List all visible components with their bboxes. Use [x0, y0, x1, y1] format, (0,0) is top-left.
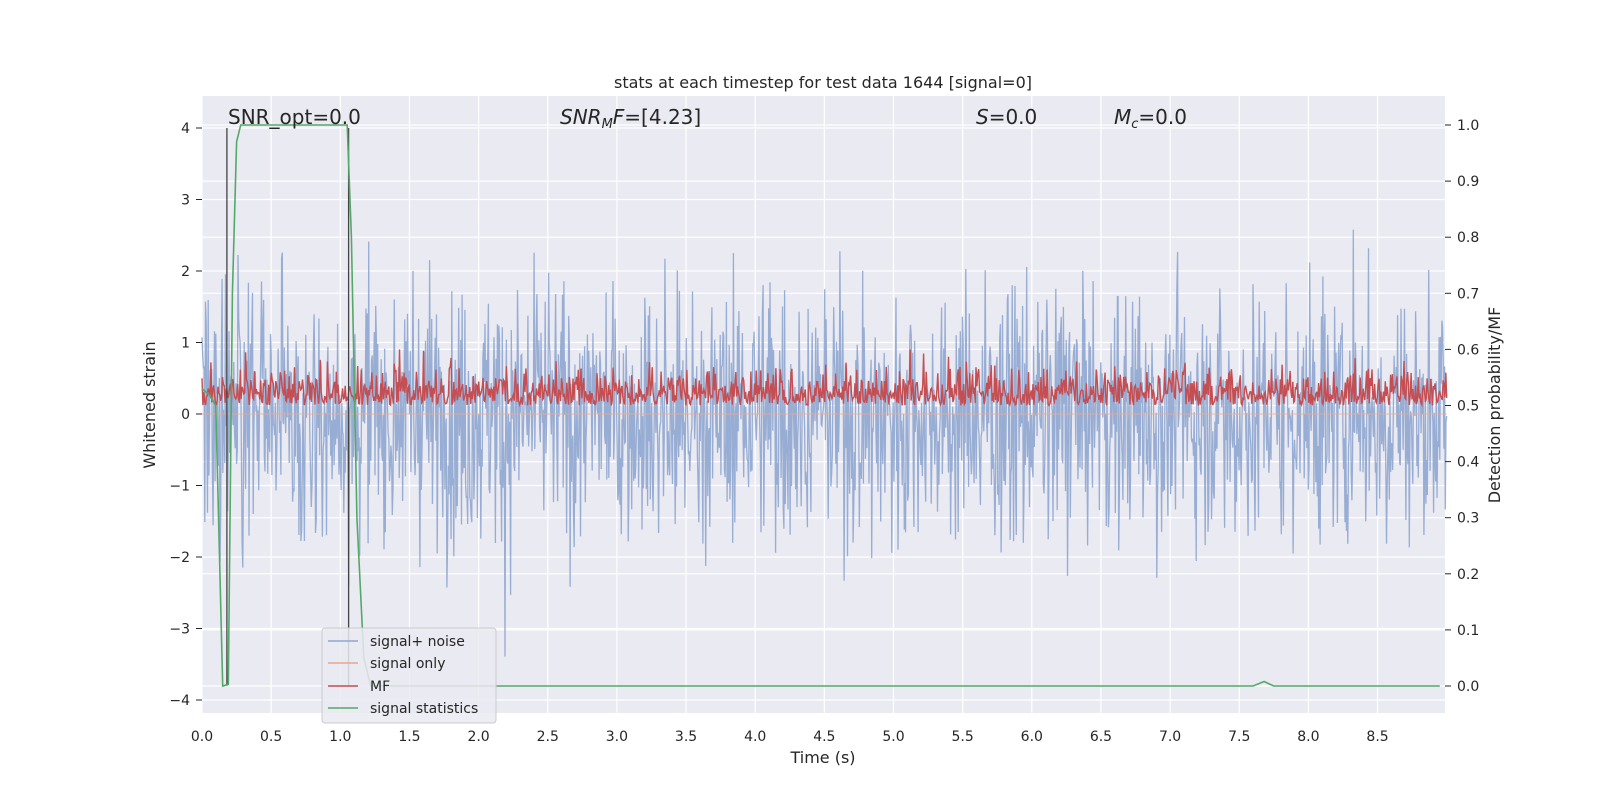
x-tick-label: 0.5 — [260, 729, 282, 745]
legend-label-mf: MF — [370, 679, 390, 695]
annotation-snr-mf: SNRMF=[4.23] — [560, 105, 701, 132]
x-tick-label: 6.5 — [1090, 729, 1112, 745]
legend: signal+ noise signal only MF signal stat… — [321, 627, 497, 724]
x-axis-label: Time (s) — [789, 748, 855, 767]
y-tick-label: 0 — [181, 407, 190, 423]
x-tick-label: 1.0 — [329, 729, 351, 745]
x-tick-label: 3.5 — [675, 729, 697, 745]
annotation-snr-opt: SNR_opt=0.0 — [228, 105, 361, 129]
series-mf — [201, 349, 1448, 408]
legend-label-signal-noise: signal+ noise — [370, 634, 465, 650]
series-line-mf — [201, 349, 1448, 408]
y-right-axis-label: Detection probability/MF — [1485, 307, 1504, 504]
y-tick-label: 3 — [181, 193, 190, 209]
y-right-tick-label: 0.0 — [1457, 679, 1479, 695]
y-right-axis-ticks: 1.0 0.9 0.8 0.7 0.6 0.5 0.4 0.3 0.2 0.1 0.0 — [1445, 118, 1479, 695]
y-right-tick-label: 0.9 — [1457, 174, 1479, 190]
y-right-tick-label: 0.3 — [1457, 511, 1479, 527]
y-right-tick-label: 0.6 — [1457, 342, 1479, 358]
x-tick-label: 2.5 — [537, 729, 559, 745]
y-tick-label: 2 — [181, 264, 190, 280]
y-right-tick-label: 0.4 — [1457, 455, 1479, 471]
y-tick-label: 4 — [181, 121, 190, 137]
legend-label-signal-only: signal only — [370, 656, 445, 672]
x-tick-label: 5.0 — [882, 729, 904, 745]
x-tick-label: 7.0 — [1159, 729, 1181, 745]
x-tick-label: 0.0 — [191, 729, 213, 745]
x-tick-label: 4.5 — [813, 729, 835, 745]
y-right-tick-label: 0.8 — [1457, 230, 1479, 246]
vertical-markers — [226, 128, 350, 686]
x-tick-label: 2.0 — [467, 729, 489, 745]
y-right-tick-label: 0.5 — [1457, 399, 1479, 415]
x-tick-label: 5.5 — [952, 729, 974, 745]
x-tick-label: 3.0 — [606, 729, 628, 745]
annotation-s: S=0.0 — [976, 105, 1037, 129]
x-tick-label: 6.0 — [1021, 729, 1043, 745]
x-tick-label: 8.0 — [1297, 729, 1319, 745]
x-tick-label: 8.5 — [1366, 729, 1388, 745]
y-axis-label: Whitened strain — [140, 341, 159, 468]
y-right-tick-label: 0.1 — [1457, 623, 1479, 639]
annotation-mc: Mc=0.0 — [1114, 105, 1187, 132]
grid-lines — [201, 96, 1445, 713]
chart-title: stats at each timestep for test data 164… — [614, 73, 1032, 92]
y-tick-label: −2 — [169, 550, 190, 566]
y-tick-label: 1 — [181, 336, 190, 352]
legend-label-signal-statistics: signal statistics — [370, 701, 478, 717]
legend-box — [321, 627, 497, 724]
x-tick-label: 4.0 — [744, 729, 766, 745]
series-line-signal-noise — [201, 229, 1448, 657]
x-tick-label: 1.5 — [398, 729, 420, 745]
y-tick-label: −1 — [169, 479, 190, 495]
series-signal-noise — [201, 229, 1448, 657]
series-signal-statistics — [201, 124, 1440, 688]
y-right-tick-label: 0.7 — [1457, 286, 1479, 302]
x-axis-ticks: 0.0 0.5 1.0 1.5 2.0 2.5 3.0 3.5 4.0 4.5 5.0 5.5 6.0 6… — [191, 729, 1389, 745]
y-tick-label: −3 — [169, 622, 190, 638]
series-line-signal-statistics — [201, 124, 1440, 688]
y-right-tick-label: 0.2 — [1457, 567, 1479, 583]
x-tick-label: 7.5 — [1228, 729, 1250, 745]
y-tick-label: −4 — [169, 693, 190, 709]
y-right-tick-label: 1.0 — [1457, 118, 1479, 134]
y-axis-ticks: 4 3 2 1 0 −1 −2 −3 −4 — [169, 121, 202, 709]
